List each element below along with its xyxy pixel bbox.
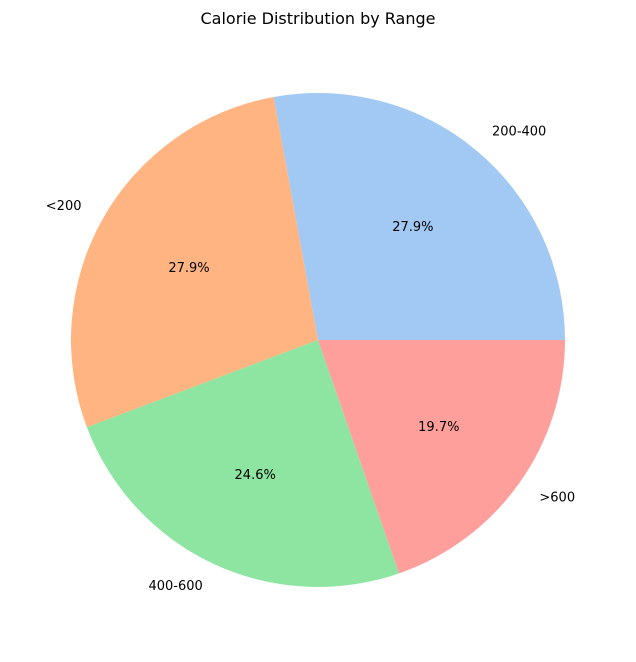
slice-label-3: >600	[539, 491, 575, 506]
slice-percent-label-0: 27.9%	[392, 220, 433, 235]
pie-slice-2	[86, 340, 400, 588]
slice-label-2: 400-600	[148, 579, 202, 594]
pie-slice-1	[70, 97, 318, 428]
chart-title: Calorie Distribution by Range	[200, 9, 435, 28]
pie-slices	[70, 92, 565, 588]
slice-percent-label-1: 27.9%	[168, 261, 209, 276]
pie-slice-3	[318, 340, 565, 574]
slice-percent-label-2: 24.6%	[235, 468, 276, 483]
pie-labels: 200-400 27.9% <200 27.9% 400-600 24.6% >600 19.…	[46, 124, 575, 594]
pie-slice-0	[273, 92, 565, 340]
slice-percent-label-3: 19.7%	[418, 420, 459, 435]
slice-label-1: <200	[46, 199, 82, 214]
slice-label-0: 200-400	[492, 124, 546, 139]
